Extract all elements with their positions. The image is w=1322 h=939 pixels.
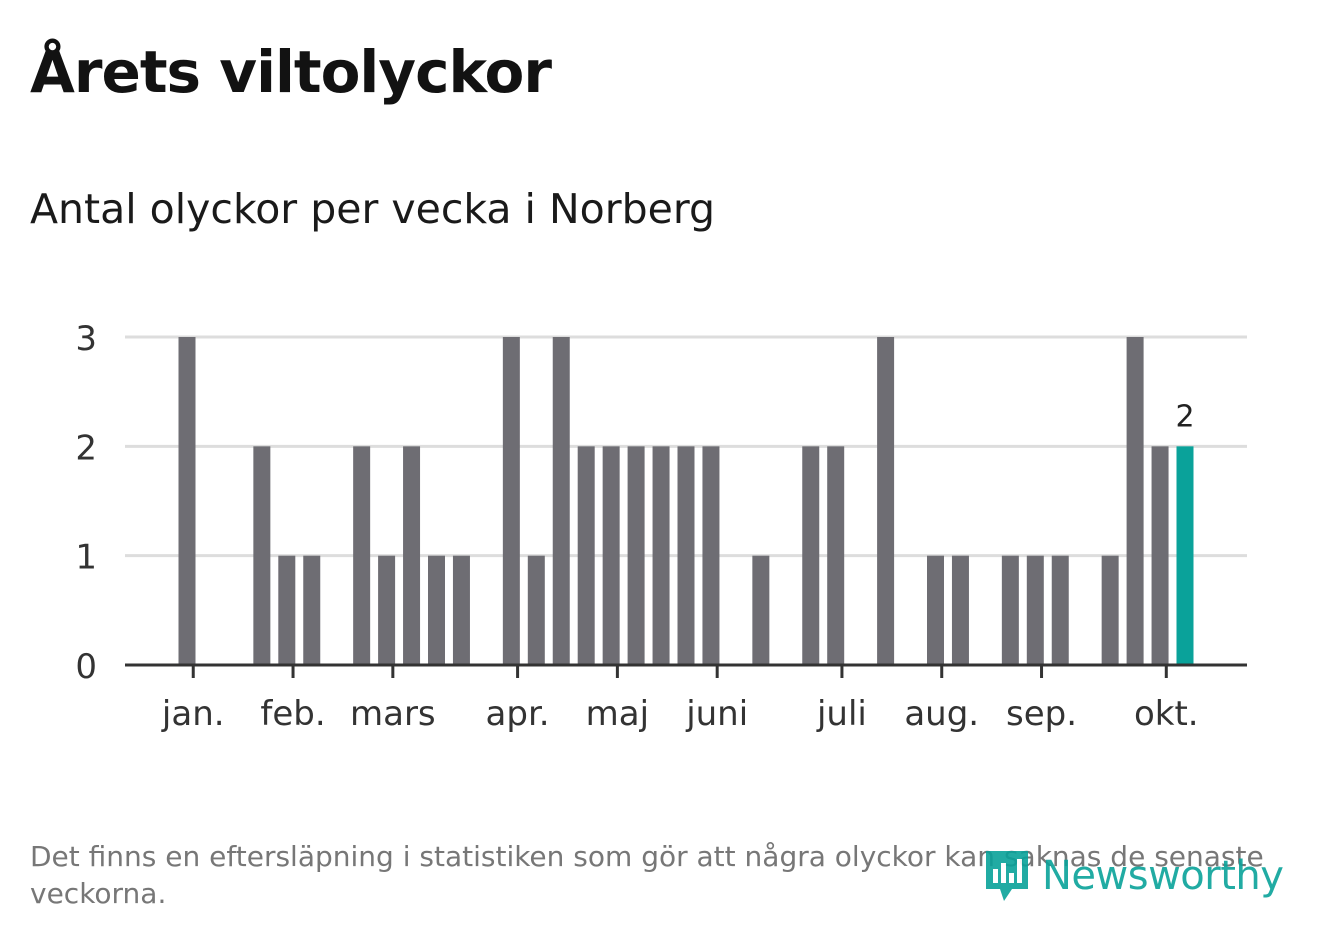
x-tick-label: maj — [586, 694, 649, 734]
bar-week-19 — [627, 446, 645, 665]
bar-week-39 — [1126, 337, 1144, 665]
bar-week-16 — [552, 337, 570, 665]
x-tick-label: okt. — [1134, 694, 1199, 734]
y-tick-label: 2 — [75, 428, 97, 468]
x-tick-label: juni — [685, 694, 748, 734]
bar-week-12 — [452, 555, 470, 665]
y-tick-label: 1 — [75, 538, 97, 578]
x-tick-label: juli — [816, 694, 867, 734]
bar-week-32 — [951, 555, 969, 665]
y-axis-ticks: 0 1 2 3 — [75, 319, 97, 687]
bar-week-8 — [353, 446, 371, 665]
bar-week-35 — [1026, 555, 1044, 665]
bar-week-4 — [253, 446, 271, 665]
bar-week-9 — [378, 555, 396, 665]
chart-title: Årets viltolyckor — [30, 38, 552, 106]
bar-week-6 — [303, 555, 321, 665]
highlight-data-label: 2 — [1175, 399, 1194, 434]
bar-week-11 — [428, 555, 445, 665]
bar-week-40 — [1151, 446, 1169, 665]
x-tick-label: feb. — [260, 694, 325, 734]
bar-week-18 — [602, 446, 620, 665]
bar-week-36 — [1051, 555, 1069, 665]
bar-week-10 — [403, 446, 421, 665]
bar-week-5 — [278, 555, 296, 665]
x-tick-label: jan. — [161, 694, 225, 734]
footnote: Det finns en eftersläpning i statistiken… — [30, 840, 1264, 910]
x-tick-label: mars — [350, 694, 436, 734]
bar-week-17 — [577, 446, 595, 665]
bar-week-14 — [502, 337, 520, 665]
bar-week-21 — [677, 446, 695, 665]
brand-logo: Newsworthy — [982, 845, 1284, 907]
newsworthy-logo-icon — [986, 851, 1028, 901]
bar-week-20 — [652, 446, 670, 665]
y-tick-label: 3 — [75, 319, 97, 359]
x-tick-label: apr. — [486, 694, 550, 734]
chart-subtitle: Antal olyckor per vecka i Norberg — [30, 185, 715, 233]
data-labels: 2 — [1175, 399, 1194, 434]
brand-name: Newsworthy — [1042, 853, 1284, 899]
bar-chart: 0 1 2 3 jan. feb. mars apr. maj juni juli aug. sep.… — [75, 319, 1247, 734]
bar-week-15 — [527, 555, 545, 665]
bar-week-31 — [927, 555, 944, 665]
bars — [178, 337, 1194, 665]
bar-week-29 — [877, 337, 895, 665]
bar-week-1 — [178, 337, 196, 665]
bar-week-27 — [827, 446, 845, 665]
x-axis-ticks: jan. feb. mars apr. maj juni juli aug. sep. okt. — [161, 665, 1199, 734]
x-tick-label: sep. — [1006, 694, 1077, 734]
y-tick-label: 0 — [75, 647, 97, 687]
bar-week-24 — [752, 555, 770, 665]
bar-week-41 — [1176, 446, 1194, 665]
bar-week-34 — [1001, 555, 1019, 665]
bar-week-22 — [702, 446, 720, 665]
bar-week-38 — [1101, 555, 1119, 665]
bar-week-26 — [802, 446, 820, 665]
x-tick-label: aug. — [904, 694, 979, 734]
